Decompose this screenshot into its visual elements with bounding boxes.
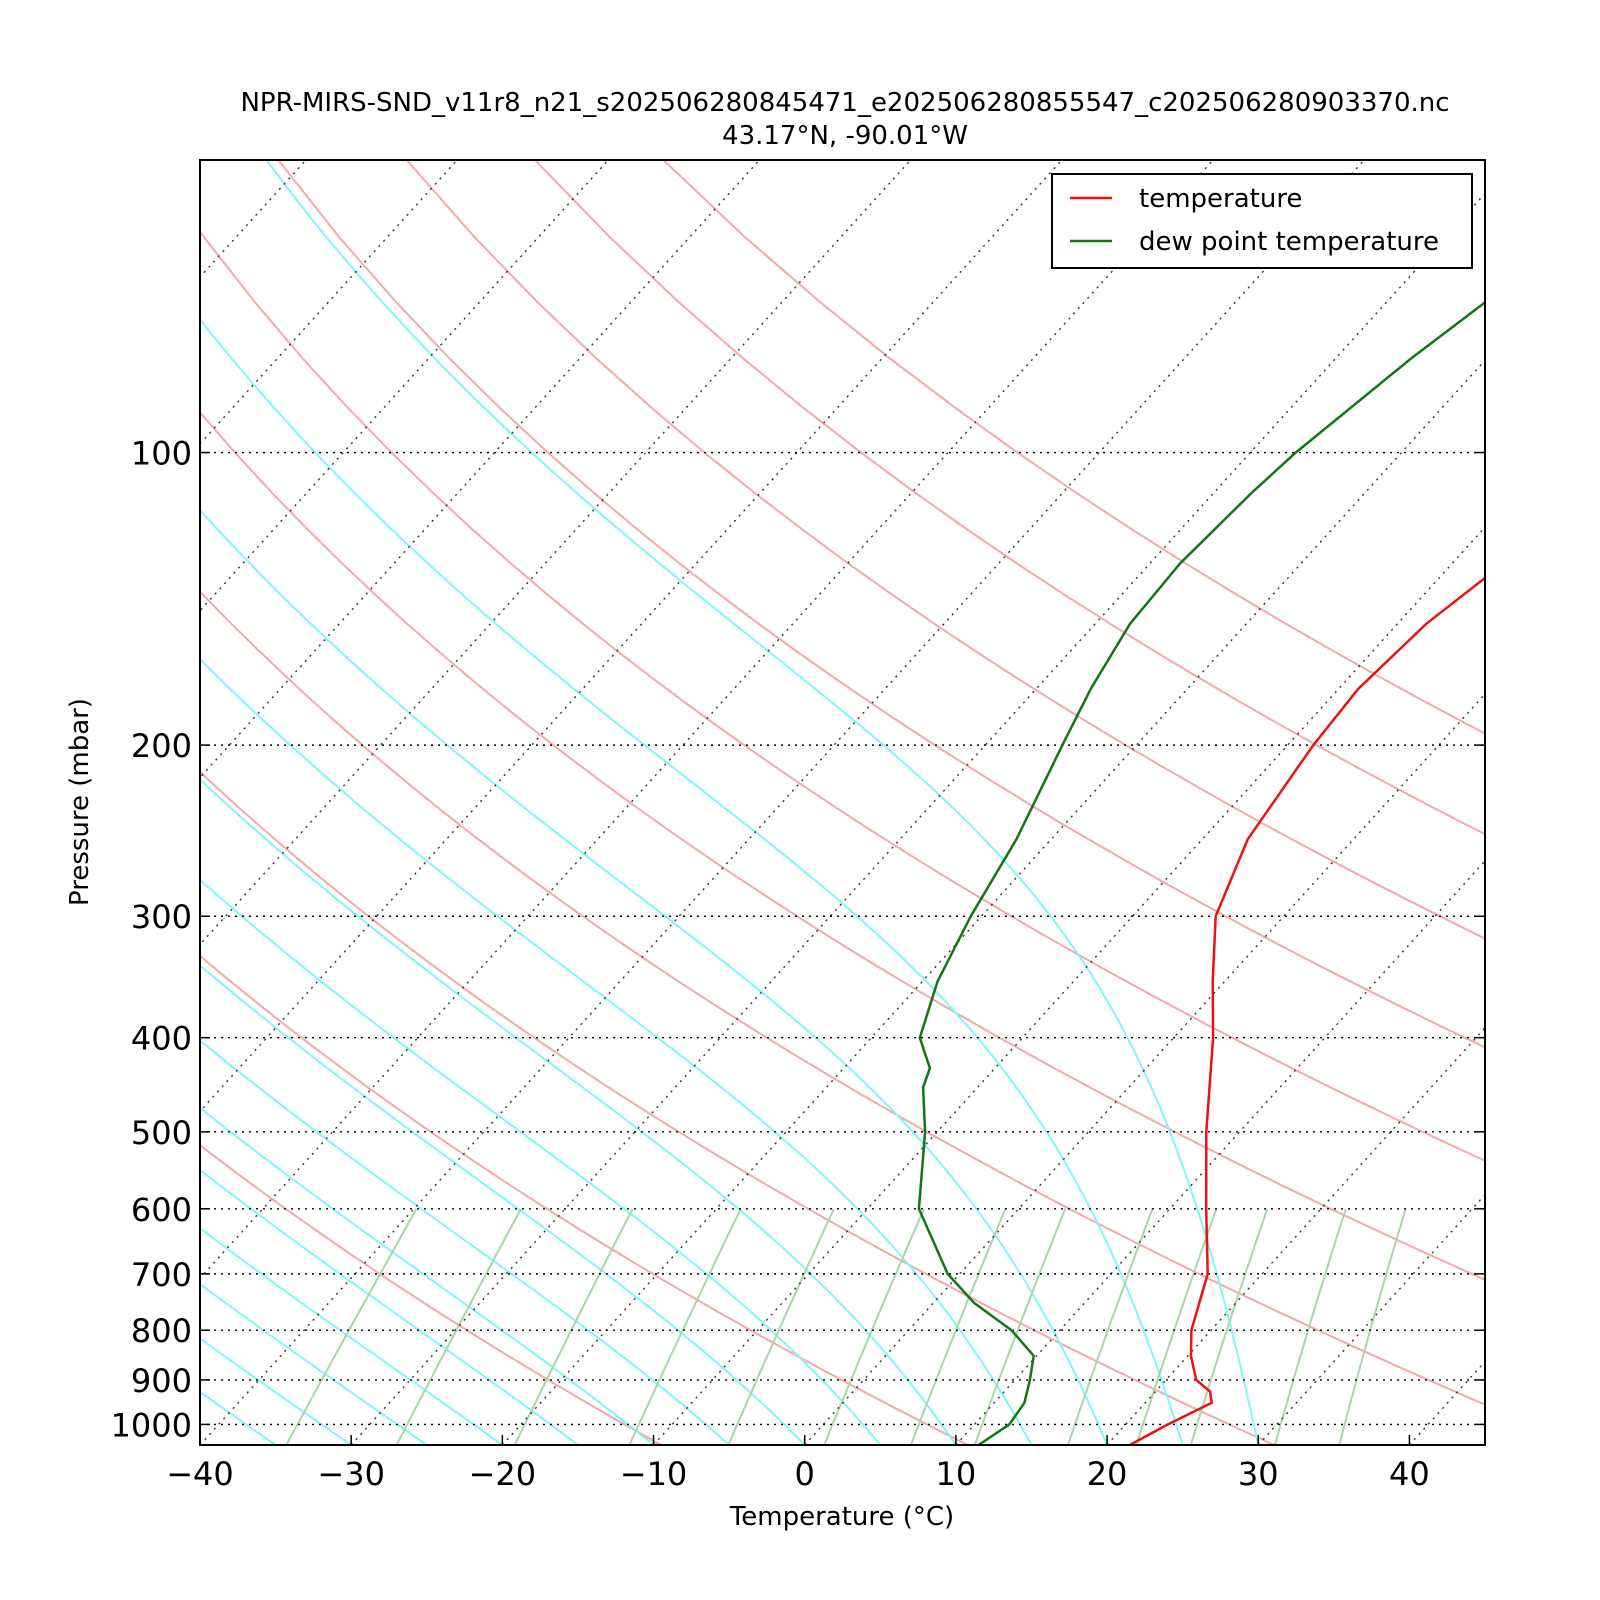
y-tick-label: 300	[131, 898, 192, 936]
moist-adiabat	[200, 778, 957, 1445]
moist-adiabat	[200, 1039, 730, 1445]
x-axis-label: Temperature (°C)	[729, 1502, 954, 1532]
chart-title-location: 43.17°N, -90.01°W	[722, 121, 968, 151]
x-tick-label: −40	[166, 1455, 234, 1493]
y-tick-label: 700	[131, 1256, 192, 1294]
y-axis: 100 200 300 400 500 600 700 800 900 1000	[111, 435, 1485, 1444]
isotherm	[1257, 1193, 1485, 1445]
moist-adiabat	[200, 1337, 352, 1445]
temperature-line	[1129, 576, 1485, 1445]
x-tick-label: 10	[936, 1455, 977, 1493]
moist-adiabat	[200, 1168, 579, 1445]
dewpoint-line	[917, 300, 1485, 1445]
x-axis: −40 −30 −20 −10 0 10 20 30 40	[166, 1435, 1430, 1493]
x-tick-label: −10	[620, 1455, 688, 1493]
x-tick-label: −30	[317, 1455, 385, 1493]
isotherm	[1408, 1360, 1485, 1445]
isotherm	[200, 160, 912, 946]
isotherm	[200, 160, 1063, 1113]
mixing-ratio-line	[1273, 1208, 1347, 1445]
dry-adiabat	[200, 229, 1485, 1162]
x-tick-label: 30	[1238, 1455, 1279, 1493]
series-lines	[917, 300, 1485, 1445]
x-tick-label: 20	[1087, 1455, 1128, 1493]
dry-adiabat	[200, 770, 1275, 1445]
dry-adiabat	[200, 590, 1485, 1406]
y-tick-label: 200	[131, 727, 192, 765]
background-lines	[200, 160, 1485, 1445]
dry-adiabat	[405, 160, 1485, 940]
isotherm	[200, 160, 1365, 1445]
y-tick-label: 900	[131, 1362, 192, 1400]
mixing-ratio-line	[285, 1208, 418, 1445]
isotherm	[955, 859, 1485, 1445]
mixing-ratio-line	[1189, 1208, 1269, 1445]
x-tick-label: 40	[1389, 1455, 1430, 1493]
dry-adiabat	[200, 954, 969, 1445]
dry-adiabat	[200, 1143, 662, 1445]
y-tick-label: 1000	[111, 1406, 192, 1444]
mixing-ratio-line	[395, 1208, 522, 1445]
isotherm	[200, 160, 1214, 1280]
y-tick-label: 800	[131, 1312, 192, 1350]
x-tick-label: −20	[469, 1455, 537, 1493]
moist-adiabat	[200, 878, 882, 1445]
mixing-ratio-line	[727, 1208, 835, 1445]
dry-adiabat	[534, 160, 1485, 836]
legend-label-temperature: temperature	[1139, 184, 1302, 214]
y-tick-label: 100	[131, 435, 192, 473]
dry-adiabat	[662, 160, 1485, 735]
plot-frame	[199, 159, 1486, 1446]
y-tick-label: 600	[131, 1191, 192, 1229]
moist-adiabat	[200, 1443, 201, 1445]
moist-adiabat	[200, 657, 1033, 1445]
isotherm	[653, 526, 1485, 1445]
legend-box	[1051, 173, 1473, 269]
moist-adiabat	[265, 160, 1260, 1445]
mixing-ratio-line	[823, 1208, 925, 1445]
moist-adiabat	[200, 964, 806, 1445]
mixing-ratio-line	[628, 1208, 742, 1445]
mixing-ratio-line	[1338, 1208, 1407, 1445]
moist-adiabat	[200, 508, 1109, 1445]
dry-adiabat	[200, 410, 1485, 1281]
x-tick-label: 0	[795, 1455, 815, 1493]
mixing-ratio-line	[1066, 1208, 1154, 1445]
mixing-ratio-line	[973, 1208, 1067, 1445]
isotherm	[200, 160, 307, 279]
isotherm	[350, 192, 1485, 1445]
moist-adiabat	[200, 1282, 428, 1445]
legend: temperature dew point temperature	[1051, 173, 1473, 269]
y-axis-label: Pressure (mbar)	[65, 698, 95, 906]
legend-label-dewpoint: dew point temperature	[1139, 227, 1439, 257]
isotherm	[804, 693, 1485, 1445]
isotherm	[1106, 1026, 1485, 1445]
mixing-ratio-line	[1135, 1208, 1218, 1445]
mixing-ratio-line	[909, 1208, 1007, 1445]
y-tick-label: 500	[131, 1114, 192, 1152]
moist-adiabat	[200, 1227, 503, 1445]
dry-adiabat	[277, 160, 1485, 1049]
isotherm	[501, 359, 1485, 1445]
moist-adiabat	[200, 317, 1184, 1445]
mixing-ratio-line	[513, 1208, 634, 1445]
isotherm	[200, 160, 761, 779]
y-tick-label: 400	[131, 1020, 192, 1058]
chart-title-filename: NPR-MIRS-SND_v11r8_n21_s202506280845471_…	[240, 88, 1450, 118]
moist-adiabat	[200, 1106, 655, 1445]
